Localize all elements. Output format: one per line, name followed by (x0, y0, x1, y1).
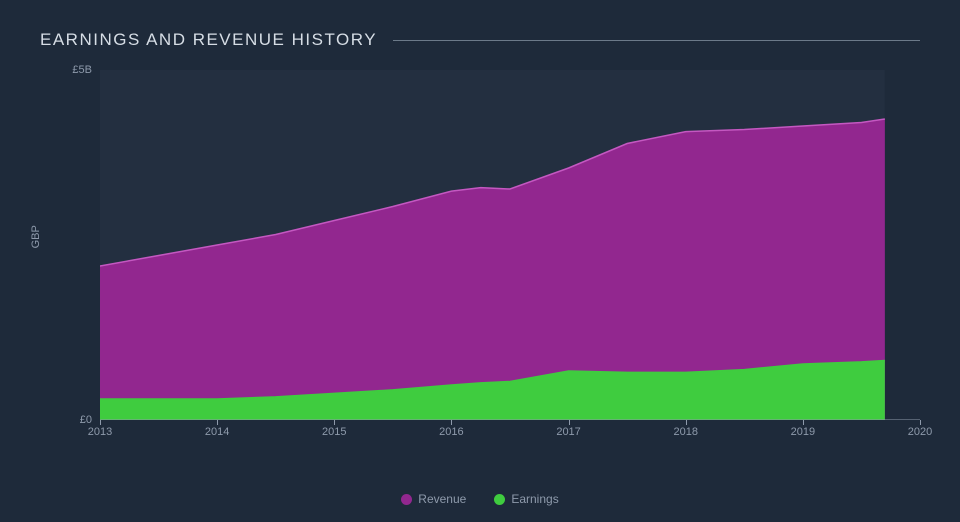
legend-swatch (401, 494, 412, 505)
chart-title: EARNINGS AND REVENUE HISTORY (40, 30, 377, 50)
legend-label: Earnings (511, 492, 558, 506)
y-tick-label: £0 (80, 414, 92, 426)
legend-label: Revenue (418, 492, 466, 506)
plot-region: £0£5B20132014201520162017201820192020 (100, 70, 920, 420)
title-rule (393, 40, 920, 41)
y-axis-title: GBP (30, 225, 42, 248)
y-tick-label: £5B (72, 64, 92, 76)
x-tick-label: 2018 (673, 426, 697, 438)
chart-area: GBP £0£5B2013201420152016201720182019202… (40, 70, 920, 450)
x-tick-label: 2013 (88, 426, 112, 438)
title-row: EARNINGS AND REVENUE HISTORY (40, 30, 920, 50)
chart-container: EARNINGS AND REVENUE HISTORY GBP £0£5B20… (0, 0, 960, 522)
x-tick-label: 2017 (556, 426, 580, 438)
area-svg (100, 70, 920, 420)
x-tick-label: 2016 (439, 426, 463, 438)
x-tick-label: 2019 (791, 426, 815, 438)
legend-item-earnings: Earnings (494, 492, 558, 506)
legend-item-revenue: Revenue (401, 492, 466, 506)
legend: Revenue Earnings (0, 492, 960, 506)
x-tick-label: 2014 (205, 426, 229, 438)
legend-swatch (494, 494, 505, 505)
x-tick-label: 2020 (908, 426, 932, 438)
x-tick-label: 2015 (322, 426, 346, 438)
